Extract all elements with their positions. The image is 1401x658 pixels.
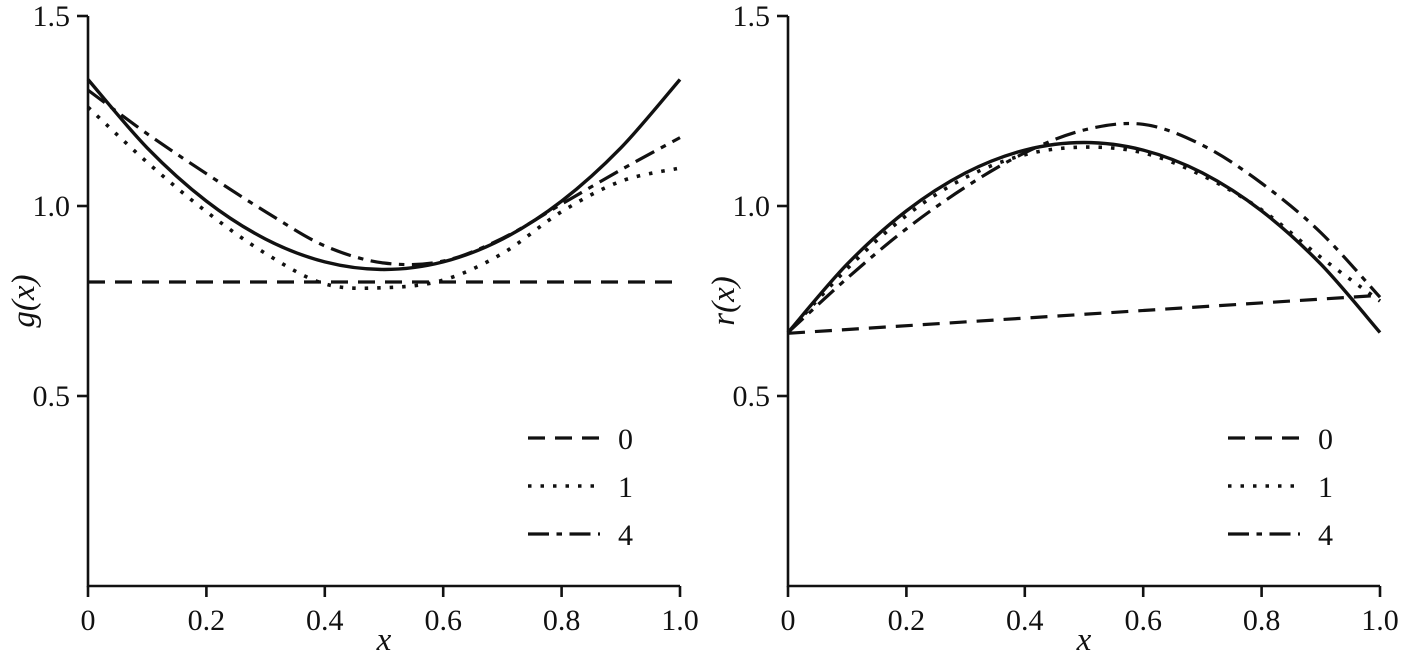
g-of-x-plot-svg: 0 0.2 0.4 0.6 0.8 1.0 0.5 1.0 1.5 x g(x) 0 1 4 (6, 0, 699, 658)
y-tick-label: 1.5 (733, 0, 771, 33)
y-tick-label: 0.5 (733, 380, 771, 413)
series-0 (787, 293, 1381, 335)
legend-label-0: 0 (618, 423, 633, 456)
series-4 (786, 121, 1382, 334)
legend-label-1: 1 (1318, 471, 1333, 504)
x-tick-label: 0.2 (888, 604, 926, 637)
y-tick-label: 1.5 (33, 0, 71, 33)
x-tick-label: 0.2 (188, 604, 226, 637)
legend-label-4: 4 (618, 519, 633, 552)
legend-label-0: 0 (1318, 423, 1333, 456)
x-tick-label: 0.4 (1006, 604, 1044, 637)
x-tick-label: 1.0 (661, 604, 699, 637)
series-1 (86, 105, 681, 291)
x-tick-label: 0 (781, 604, 796, 637)
axis-spines (86, 16, 680, 588)
series-exact (86, 78, 682, 272)
legend-label-1: 1 (618, 471, 633, 504)
x-tick-label: 1.0 (1361, 604, 1399, 637)
y-axis-label: r(x) (706, 276, 742, 325)
x-axis-label: x (376, 622, 392, 658)
series-exact (786, 140, 1382, 334)
r-of-x-panel: 0 0.2 0.4 0.6 0.8 1.0 0.5 1.0 1.5 x r(x) 0 1 4 (700, 0, 1400, 658)
y-tick-label: 1.0 (733, 190, 771, 223)
x-tick-label: 0.4 (306, 604, 344, 637)
legend-label-4: 4 (1318, 519, 1333, 552)
x-tick-label: 0.8 (1243, 604, 1281, 637)
r-of-x-plot-svg: 0 0.2 0.4 0.6 0.8 1.0 0.5 1.0 1.5 x r(x) 0 1 4 (706, 0, 1399, 658)
x-tick-label: 0.6 (424, 604, 462, 637)
series-1 (786, 145, 1382, 334)
x-tick-label: 0 (81, 604, 96, 637)
x-tick-label: 0.8 (543, 604, 581, 637)
g-of-x-panel: 0 0.2 0.4 0.6 0.8 1.0 0.5 1.0 1.5 x g(x) 0 1 4 (0, 0, 700, 658)
x-axis-label: x (1076, 622, 1092, 658)
series-4 (87, 88, 681, 267)
axis-spines (786, 16, 1380, 588)
y-tick-label: 0.5 (33, 380, 71, 413)
x-tick-label: 0.6 (1124, 604, 1162, 637)
y-axis-label: g(x) (6, 274, 42, 327)
y-tick-label: 1.0 (33, 190, 71, 223)
